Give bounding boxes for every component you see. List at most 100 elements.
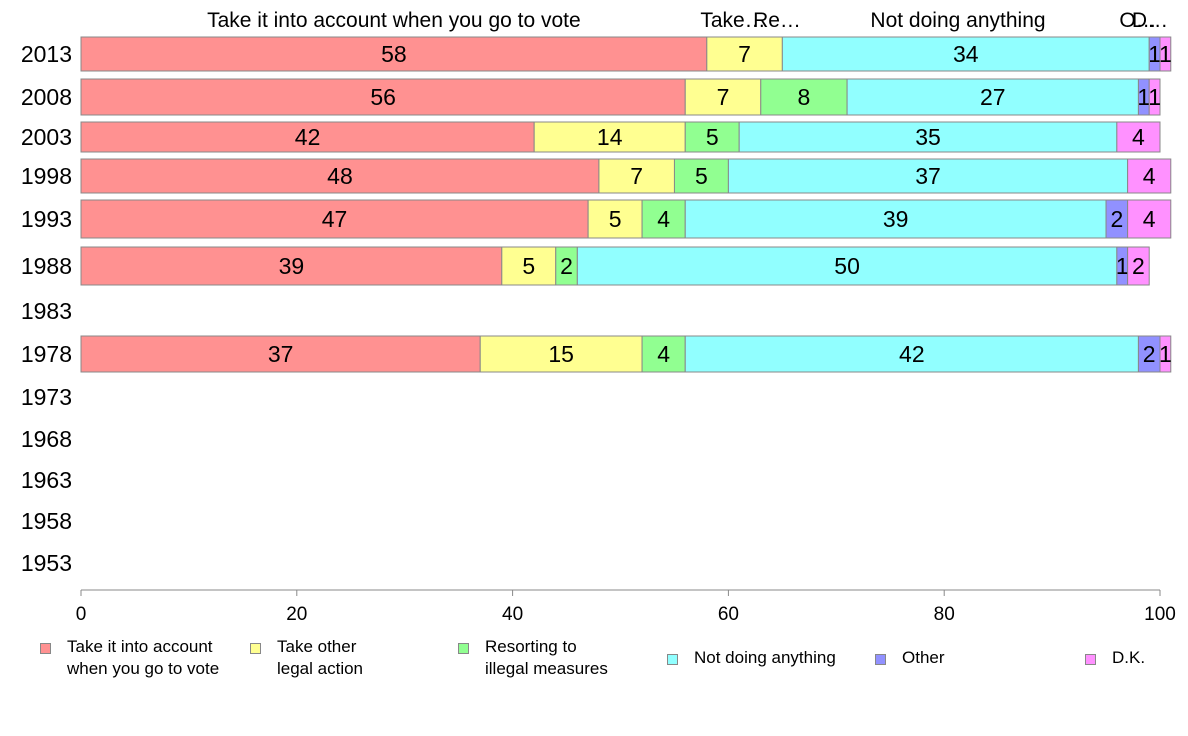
y-tick-label-2003: 2003	[21, 124, 72, 150]
data-label-1998-series-1: 7	[630, 163, 643, 189]
data-label-2008-series-5: 1	[1148, 84, 1161, 110]
y-axis: 2013 2008 2003 1998 1993 1988 1983 1978 1973 1968…	[21, 41, 72, 576]
bar-2003-series-1	[533, 121, 686, 153]
data-label-1993-series-1: 5	[609, 206, 622, 232]
data-label-2003-series-0: 42	[295, 124, 321, 150]
data-label-1988-series-5: 2	[1132, 253, 1145, 279]
x-tick-label-0: 0	[76, 604, 87, 625]
legend-item-other: Other	[875, 647, 945, 669]
legend-item-legal-action: Take other legal action	[250, 636, 363, 680]
legend-swatch-legal-action	[250, 643, 261, 654]
x-tick-label-60: 60	[718, 604, 739, 625]
legend-label-vote: Take it into account when you go to vote	[67, 637, 220, 678]
bar-1998-series-1	[598, 158, 675, 194]
stacked-bar-chart: Take it into account when you go to vote…	[21, 9, 1176, 625]
legend-label-not-doing: Not doing anything	[694, 648, 836, 667]
y-tick-label-2013: 2013	[21, 41, 72, 67]
legend: Take it into account when you go to vote…	[0, 636, 1188, 696]
data-label-2003-series-3: 35	[915, 124, 941, 150]
legend-item-dk: D.K.	[1085, 647, 1145, 669]
data-label-1988-series-1: 5	[522, 253, 535, 279]
bar-1988-series-0	[80, 246, 503, 286]
bar-1978-series-1	[479, 335, 643, 373]
bar-2003-series-5	[1116, 121, 1161, 153]
x-tick-label-40: 40	[502, 604, 523, 625]
data-label-1993-series-0: 47	[322, 206, 348, 232]
bar-1998-series-5	[1127, 158, 1172, 194]
x-tick-label-100: 100	[1144, 604, 1176, 625]
x-tick-label-80: 80	[934, 604, 955, 625]
data-label-1993-series-2: 4	[657, 206, 670, 232]
data-label-2013-series-4: 1	[1148, 41, 1161, 67]
bar-1998-series-0	[80, 158, 600, 194]
bar-2013-series-3	[781, 36, 1150, 72]
y-tick-label-1993: 1993	[21, 206, 72, 232]
series-header-label-3: Not doing anything	[870, 9, 1045, 32]
data-label-1978-series-1: 15	[548, 341, 574, 367]
x-axis: 0 20 40 60 80 100	[76, 589, 1176, 625]
data-label-2013-series-0: 58	[381, 41, 407, 67]
bar-2008-series-0	[80, 78, 686, 116]
data-label-1978-series-3: 42	[899, 341, 925, 367]
legend-label-illegal-measures: Resorting to illegal measures	[485, 637, 608, 678]
y-tick-label-1953: 1953	[21, 550, 72, 576]
data-label-1988-series-2: 2	[560, 253, 573, 279]
data-label-1978-series-0: 37	[268, 341, 294, 367]
data-label-1998-series-3: 37	[915, 163, 941, 189]
data-label-1988-series-4: 1	[1116, 253, 1129, 279]
bar-1978-series-2	[641, 335, 686, 373]
data-label-2003-series-5: 4	[1132, 124, 1145, 150]
y-tick-label-1978: 1978	[21, 341, 72, 367]
bar-1993-series-3	[684, 199, 1107, 239]
data-label-2008-series-0: 56	[370, 84, 396, 110]
legend-swatch-dk	[1085, 654, 1096, 665]
data-label-2013-series-1: 7	[738, 41, 751, 67]
data-label-1988-series-0: 39	[279, 253, 305, 279]
legend-label-other: Other	[902, 648, 945, 667]
series-header-label-5: D…	[1132, 9, 1168, 32]
data-label-2003-series-2: 5	[706, 124, 719, 150]
data-label-1978-series-5: 1	[1159, 341, 1172, 367]
legend-item-not-doing: Not doing anything	[667, 647, 836, 669]
data-label-1978-series-4: 2	[1143, 341, 1156, 367]
data-label-2008-series-1: 7	[717, 84, 730, 110]
series-header-label-2: Re…	[753, 9, 801, 32]
legend-item-illegal-measures: Resorting to illegal measures	[458, 636, 608, 680]
bar-2003-series-2	[684, 121, 740, 153]
y-tick-label-1958: 1958	[21, 508, 72, 534]
data-label-1993-series-5: 4	[1143, 206, 1156, 232]
data-label-2008-series-3: 27	[980, 84, 1006, 110]
data-label-1993-series-3: 39	[883, 206, 909, 232]
x-tick-label-20: 20	[286, 604, 307, 625]
bar-2003-series-0	[80, 121, 535, 153]
data-label-1988-series-3: 50	[834, 253, 860, 279]
y-tick-label-1973: 1973	[21, 384, 72, 410]
legend-label-dk: D.K.	[1112, 648, 1146, 667]
data-label-2003-series-1: 14	[597, 124, 623, 150]
series-header-label-1: Take…	[700, 9, 765, 32]
bar-2008-series-5	[1148, 78, 1161, 116]
bar-1978-series-0	[80, 335, 481, 373]
bar-2008-series-1	[684, 78, 762, 116]
y-tick-label-2008: 2008	[21, 84, 72, 110]
data-label-1993-series-4: 2	[1110, 206, 1123, 232]
y-tick-label-1988: 1988	[21, 253, 72, 279]
bar-1978-series-3	[684, 335, 1139, 373]
bar-1998-series-3	[727, 158, 1129, 194]
data-label-1998-series-0: 48	[327, 163, 353, 189]
bar-2013-series-5	[1159, 36, 1172, 72]
data-label-1998-series-2: 5	[695, 163, 708, 189]
bar-1993-series-0	[80, 199, 589, 239]
y-tick-label-1963: 1963	[21, 467, 72, 493]
bar-1993-series-5	[1127, 199, 1172, 239]
y-tick-label-1968: 1968	[21, 426, 72, 452]
bar-1978-series-5	[1159, 335, 1172, 373]
bar-1993-series-2	[641, 199, 686, 239]
legend-swatch-not-doing	[667, 654, 678, 665]
legend-label-legal-action: Take other legal action	[277, 637, 364, 678]
legend-swatch-illegal-measures	[458, 643, 469, 654]
bar-1988-series-5	[1127, 246, 1150, 286]
series-header-labels: Take it into account when you go to vote…	[207, 9, 1168, 32]
data-label-2008-series-2: 8	[798, 84, 811, 110]
